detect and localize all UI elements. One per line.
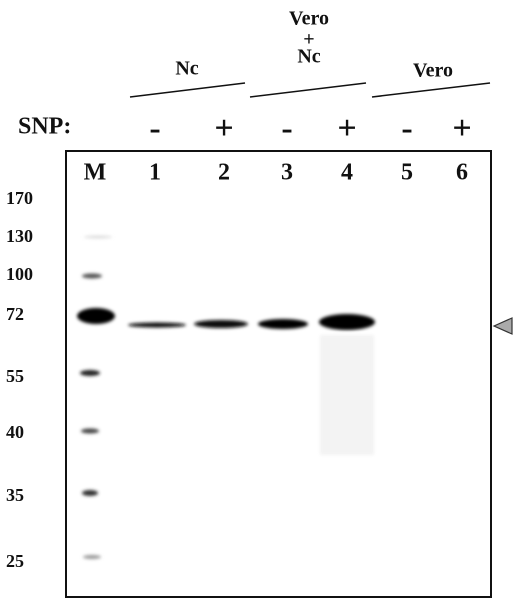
marker-labels: 170 130 100 72 55 40 35 25 [6,188,33,571]
lane-label: 5 [401,160,413,186]
snp-label: SNP: [18,114,71,140]
snp-sign: - [401,110,412,147]
group-label: Nc [297,46,320,68]
group-line [130,83,245,97]
arrowhead [494,318,512,334]
marker-label: 100 [6,264,33,284]
blot-figure: Nc Vero + Nc Vero SNP: - + - + - + M 1 2 3 4 5 6 17… [0,0,515,599]
marker-label: 40 [6,422,24,442]
marker-label: 55 [6,366,24,386]
group-label: Vero [413,60,453,82]
snp-sign: + [214,110,233,147]
marker-label: 170 [6,188,33,208]
lane-label: 6 [456,160,468,186]
snp-sign: + [337,110,356,147]
snp-sign: - [281,110,292,147]
lane-label: 4 [341,160,353,186]
lane-label: 1 [149,160,161,186]
marker-label: 72 [6,304,24,324]
marker-label: 35 [6,485,24,505]
snp-sign: - [149,110,160,147]
group-label: Nc [175,58,198,80]
group-label: Vero [289,8,329,30]
snp-sign: + [452,110,471,147]
marker-label: 25 [6,551,24,571]
marker-label: 130 [6,226,33,246]
lane-label: M [84,160,107,186]
signs: - + - + - + [149,110,471,147]
group-line [372,83,490,97]
group-line [250,83,366,97]
blot-frame [66,151,491,597]
lane-label: 2 [218,160,230,186]
lane-label: 3 [281,160,293,186]
